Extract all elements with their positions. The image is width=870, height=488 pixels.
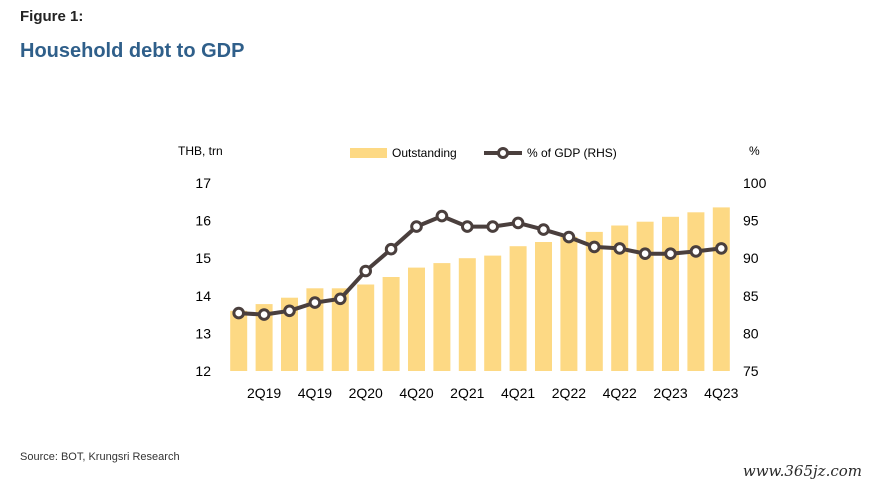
chart-legend: Outstanding % of GDP (RHS) xyxy=(350,146,617,160)
legend-bar-label: Outstanding xyxy=(392,146,457,160)
bar-3Q22 xyxy=(585,231,603,371)
bar-1Q20 xyxy=(331,288,349,371)
point-2Q23 xyxy=(664,247,677,260)
bar-series-outstanding xyxy=(230,207,730,371)
chart-title: Household debt to GDP xyxy=(20,40,245,62)
left-tick-label: 13 xyxy=(195,325,211,341)
left-tick-label: 16 xyxy=(195,213,211,229)
point-3Q21 xyxy=(486,220,500,233)
line-markers xyxy=(232,209,728,321)
x-tick-label: 4Q19 xyxy=(298,385,332,401)
point-4Q22 xyxy=(613,242,627,255)
left-axis-ticks: 12 13 14 15 16 17 xyxy=(195,175,211,379)
x-tick-label: 4Q22 xyxy=(603,385,637,401)
right-tick-label: 85 xyxy=(743,288,759,304)
x-tick-label: 4Q21 xyxy=(501,385,535,401)
point-1Q19 xyxy=(232,306,245,320)
x-tick-label: 2Q19 xyxy=(247,385,281,401)
x-tick-label: 4Q20 xyxy=(399,385,433,401)
right-axis-ticks: 75 80 85 90 95 100 xyxy=(743,175,767,379)
bar-2Q20 xyxy=(357,284,375,371)
right-tick-label: 80 xyxy=(743,325,759,341)
legend-line-label: % of GDP (RHS) xyxy=(527,146,617,160)
left-tick-label: 15 xyxy=(195,250,211,266)
point-1Q20 xyxy=(334,292,347,306)
point-3Q22 xyxy=(588,240,601,254)
right-tick-label: 90 xyxy=(743,250,759,266)
bar-4Q22 xyxy=(611,225,629,371)
x-tick-label: 2Q20 xyxy=(349,385,383,401)
left-axis-unit: THB, trn xyxy=(178,144,223,158)
left-tick-label: 12 xyxy=(195,363,211,379)
point-2Q21 xyxy=(461,220,474,233)
point-1Q23 xyxy=(638,247,652,260)
bar-2Q21 xyxy=(458,258,476,371)
legend-line-marker xyxy=(497,147,509,159)
bar-4Q20 xyxy=(408,267,425,371)
point-3Q23 xyxy=(689,245,703,258)
bar-4Q21 xyxy=(509,246,527,371)
bar-1Q23 xyxy=(636,221,654,371)
left-tick-label: 14 xyxy=(195,288,211,304)
point-1Q21 xyxy=(435,209,449,223)
bar-4Q23 xyxy=(712,207,730,371)
right-tick-label: 75 xyxy=(743,363,759,379)
point-4Q19 xyxy=(308,296,322,309)
bar-1Q22 xyxy=(535,242,552,371)
point-3Q19 xyxy=(283,304,296,318)
figure-label: Figure 1: xyxy=(20,8,84,25)
point-2Q19 xyxy=(257,308,271,321)
point-1Q22 xyxy=(537,223,550,236)
left-tick-label: 17 xyxy=(195,175,211,191)
watermark: www.365jz.com xyxy=(742,462,862,480)
right-axis-unit: % xyxy=(749,144,760,158)
x-axis-ticks: 2Q19 4Q19 2Q20 4Q20 2Q21 4Q21 2Q22 4Q22 2Q23 4Q23 xyxy=(247,385,739,401)
bar-4Q19 xyxy=(306,288,324,371)
point-2Q22 xyxy=(562,230,576,244)
x-tick-label: 2Q22 xyxy=(552,385,586,401)
point-4Q23 xyxy=(715,242,728,255)
bar-3Q23 xyxy=(687,212,705,371)
point-3Q20 xyxy=(384,242,398,256)
bar-1Q21 xyxy=(433,263,451,371)
bar-2Q19 xyxy=(255,304,273,371)
bar-1Q19 xyxy=(230,310,248,371)
point-4Q21 xyxy=(511,216,525,230)
x-tick-label: 2Q23 xyxy=(653,385,687,401)
source-note: Source: BOT, Krungsri Research xyxy=(20,451,180,463)
bar-3Q20 xyxy=(382,277,400,371)
bar-3Q21 xyxy=(484,255,502,371)
x-tick-label: 4Q23 xyxy=(704,385,738,401)
point-2Q20 xyxy=(359,264,373,278)
right-tick-label: 95 xyxy=(743,213,759,229)
bar-2Q22 xyxy=(560,236,578,371)
x-tick-label: 2Q21 xyxy=(450,385,484,401)
point-4Q20 xyxy=(410,220,423,233)
bar-2Q23 xyxy=(662,216,679,371)
bar-3Q19 xyxy=(281,297,298,371)
right-tick-label: 100 xyxy=(743,175,767,191)
legend-bar-swatch xyxy=(350,148,387,158)
